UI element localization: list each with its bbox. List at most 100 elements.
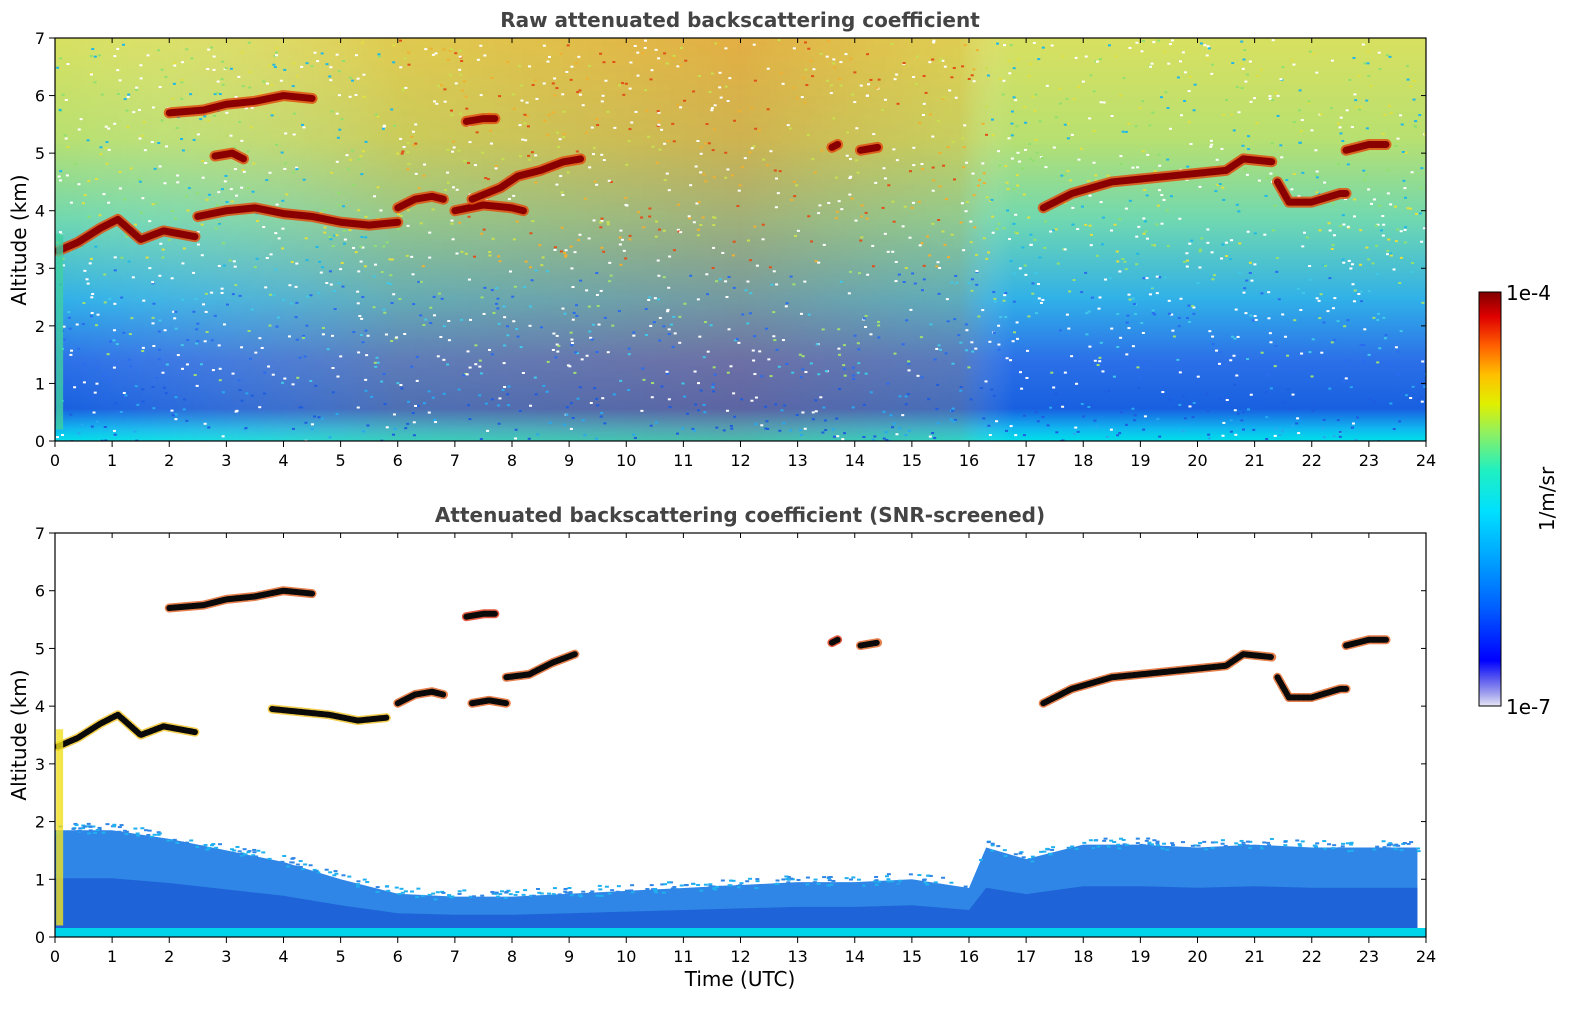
- top-noise-speck: [1273, 204, 1277, 207]
- top-noise-speck: [1375, 244, 1379, 247]
- top-noise-speck: [575, 352, 579, 355]
- top-noise-speck: [578, 386, 582, 389]
- bottom-layer-speck: [802, 882, 807, 885]
- top-noise-speck: [460, 89, 464, 92]
- top-noise-speck: [1396, 228, 1400, 231]
- top-noise-speck: [710, 109, 714, 112]
- top-noise-speck: [1041, 46, 1045, 49]
- bottom-layer-speck: [1389, 843, 1394, 846]
- top-noise-speck: [396, 227, 400, 230]
- top-noise-speck: [877, 324, 881, 327]
- top-noise-speck: [207, 48, 211, 51]
- top-noise-speck: [264, 286, 268, 289]
- top-noise-speck: [886, 250, 890, 253]
- top-noise-speck: [908, 170, 912, 173]
- top-noise-speck: [490, 398, 494, 401]
- top-noise-speck: [657, 120, 661, 123]
- bottom-x-tick-label: 15: [902, 947, 922, 966]
- top-noise-speck: [555, 131, 559, 134]
- top-noise-speck: [364, 378, 368, 381]
- top-noise-speck: [713, 104, 717, 107]
- bottom-layer-speck: [1144, 839, 1149, 842]
- top-noise-speck: [935, 347, 939, 350]
- top-noise-speck: [200, 254, 204, 257]
- bottom-layer-speck: [1030, 855, 1035, 858]
- top-x-tick-label: 0: [50, 451, 60, 470]
- top-noise-speck: [201, 159, 205, 162]
- bottom-layer-speck: [781, 878, 786, 881]
- top-noise-speck: [617, 310, 621, 313]
- top-noise-speck: [570, 344, 574, 347]
- top-noise-speck: [1110, 327, 1114, 330]
- top-noise-speck: [1267, 317, 1271, 320]
- top-noise-speck: [363, 265, 367, 268]
- top-noise-speck: [448, 49, 452, 52]
- top-noise-speck: [624, 82, 628, 85]
- top-noise-speck: [487, 348, 491, 351]
- top-noise-speck: [1218, 183, 1222, 186]
- top-noise-speck: [432, 295, 436, 298]
- top-noise-speck: [354, 251, 358, 254]
- top-noise-speck: [628, 128, 632, 131]
- top-noise-speck: [357, 270, 361, 273]
- bottom-layer-speck: [615, 890, 620, 893]
- bottom-layer-speck: [1074, 848, 1079, 851]
- top-noise-speck: [1279, 78, 1283, 81]
- top-noise-speck: [1221, 243, 1225, 246]
- top-noise-speck: [399, 383, 403, 386]
- top-noise-speck: [323, 231, 327, 234]
- top-noise-speck: [967, 77, 971, 80]
- bottom-x-ticks: 0 1 2 3 4 5 6 7 8 9 10 11 12 13 14 15 16 17 18 19 20 21 22 23 24: [50, 533, 1436, 966]
- top-noise-speck: [361, 296, 365, 299]
- top-noise-speck: [555, 343, 559, 346]
- bottom-layer-speck: [923, 881, 928, 884]
- top-noise-speck: [914, 83, 918, 86]
- top-noise-speck: [547, 55, 551, 58]
- top-noise-speck: [238, 294, 242, 297]
- top-noise-speck: [58, 179, 62, 182]
- top-noise-speck: [90, 296, 94, 299]
- top-noise-speck: [1246, 358, 1250, 361]
- top-noise-speck: [907, 429, 911, 432]
- top-noise-speck: [233, 146, 237, 149]
- bottom-layer-speck: [629, 889, 634, 892]
- top-noise-speck: [1392, 268, 1396, 271]
- bottom-layer-speck: [630, 884, 635, 887]
- top-noise-speck: [587, 305, 591, 308]
- top-noise-speck: [665, 62, 669, 65]
- top-noise-speck: [1014, 434, 1018, 437]
- top-noise-speck: [585, 289, 589, 292]
- top-noise-speck: [498, 397, 502, 400]
- top-noise-speck: [789, 275, 793, 278]
- top-noise-speck: [833, 66, 837, 69]
- cloud-layer: [394, 688, 447, 707]
- bottom-layer-speck: [495, 895, 500, 898]
- top-noise-speck: [644, 308, 648, 311]
- top-noise-speck: [1245, 279, 1249, 282]
- top-noise-speck: [1357, 74, 1361, 77]
- top-noise-speck: [1206, 410, 1210, 413]
- top-noise-speck: [75, 323, 79, 326]
- bottom-layer-speck: [333, 870, 338, 873]
- top-noise-speck: [667, 328, 671, 331]
- top-noise-speck: [526, 125, 530, 128]
- bottom-layer-speck: [1068, 848, 1073, 851]
- top-noise-speck: [1012, 300, 1016, 303]
- top-noise-speck: [915, 55, 919, 58]
- top-noise-speck: [838, 78, 842, 81]
- top-noise-speck: [644, 333, 648, 336]
- bottom-layer-speck: [232, 849, 237, 852]
- top-noise-speck: [229, 188, 233, 191]
- bottom-layer-speck: [498, 893, 503, 896]
- top-noise-speck: [258, 337, 262, 340]
- top-noise-speck: [938, 267, 942, 270]
- top-noise-speck: [1406, 78, 1410, 81]
- bottom-layer-speck: [239, 854, 244, 857]
- top-noise-speck: [697, 75, 701, 78]
- top-noise-speck: [105, 162, 109, 165]
- top-noise-speck: [158, 319, 162, 322]
- top-noise-speck: [85, 278, 89, 281]
- bottom-layer-speck: [1204, 848, 1209, 851]
- bottom-layer-speck: [1266, 844, 1271, 847]
- top-noise-speck: [1009, 259, 1013, 262]
